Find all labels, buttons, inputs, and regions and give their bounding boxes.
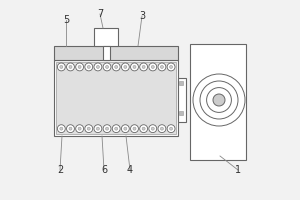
Circle shape	[115, 127, 118, 130]
Circle shape	[169, 65, 172, 68]
Circle shape	[103, 63, 111, 71]
Circle shape	[67, 125, 74, 133]
Circle shape	[142, 127, 145, 130]
Circle shape	[69, 127, 72, 130]
Circle shape	[158, 63, 166, 71]
Text: 2: 2	[57, 165, 63, 175]
Circle shape	[67, 63, 74, 71]
Circle shape	[122, 63, 129, 71]
Circle shape	[167, 63, 175, 71]
Circle shape	[142, 65, 145, 68]
Circle shape	[130, 125, 138, 133]
Circle shape	[112, 63, 120, 71]
Circle shape	[78, 127, 81, 130]
Bar	[56, 62, 176, 134]
Circle shape	[112, 125, 120, 133]
Circle shape	[169, 127, 172, 130]
Bar	[178, 78, 186, 122]
Bar	[54, 46, 178, 60]
Circle shape	[87, 127, 90, 130]
Circle shape	[160, 127, 164, 130]
Circle shape	[133, 127, 136, 130]
Circle shape	[167, 125, 175, 133]
Circle shape	[133, 65, 136, 68]
Text: 5: 5	[63, 15, 69, 25]
Bar	[54, 60, 178, 136]
Circle shape	[106, 127, 109, 130]
Circle shape	[60, 65, 63, 68]
Circle shape	[106, 65, 109, 68]
Circle shape	[76, 63, 84, 71]
Circle shape	[124, 65, 127, 68]
Circle shape	[124, 127, 127, 130]
Circle shape	[60, 127, 63, 130]
Circle shape	[149, 125, 157, 133]
Circle shape	[151, 65, 154, 68]
Circle shape	[85, 63, 93, 71]
Circle shape	[76, 125, 84, 133]
Text: 4: 4	[127, 165, 133, 175]
Circle shape	[78, 65, 81, 68]
Circle shape	[115, 65, 118, 68]
Circle shape	[158, 125, 166, 133]
Circle shape	[94, 63, 102, 71]
Circle shape	[69, 65, 72, 68]
Circle shape	[149, 63, 157, 71]
Bar	[179, 111, 183, 115]
Circle shape	[57, 125, 65, 133]
Text: 3: 3	[139, 11, 145, 21]
Bar	[179, 81, 183, 85]
Circle shape	[151, 127, 154, 130]
Circle shape	[96, 65, 99, 68]
Circle shape	[130, 63, 138, 71]
Circle shape	[103, 125, 111, 133]
Circle shape	[122, 125, 129, 133]
Circle shape	[213, 94, 225, 106]
Text: 6: 6	[101, 165, 107, 175]
Circle shape	[140, 125, 148, 133]
Circle shape	[87, 65, 90, 68]
Circle shape	[85, 125, 93, 133]
Circle shape	[140, 63, 148, 71]
Text: 7: 7	[97, 9, 103, 19]
Circle shape	[94, 125, 102, 133]
Circle shape	[160, 65, 164, 68]
Bar	[94, 28, 118, 46]
Circle shape	[96, 127, 99, 130]
Bar	[190, 44, 246, 160]
Circle shape	[57, 63, 65, 71]
Bar	[103, 46, 110, 60]
Text: 1: 1	[235, 165, 241, 175]
